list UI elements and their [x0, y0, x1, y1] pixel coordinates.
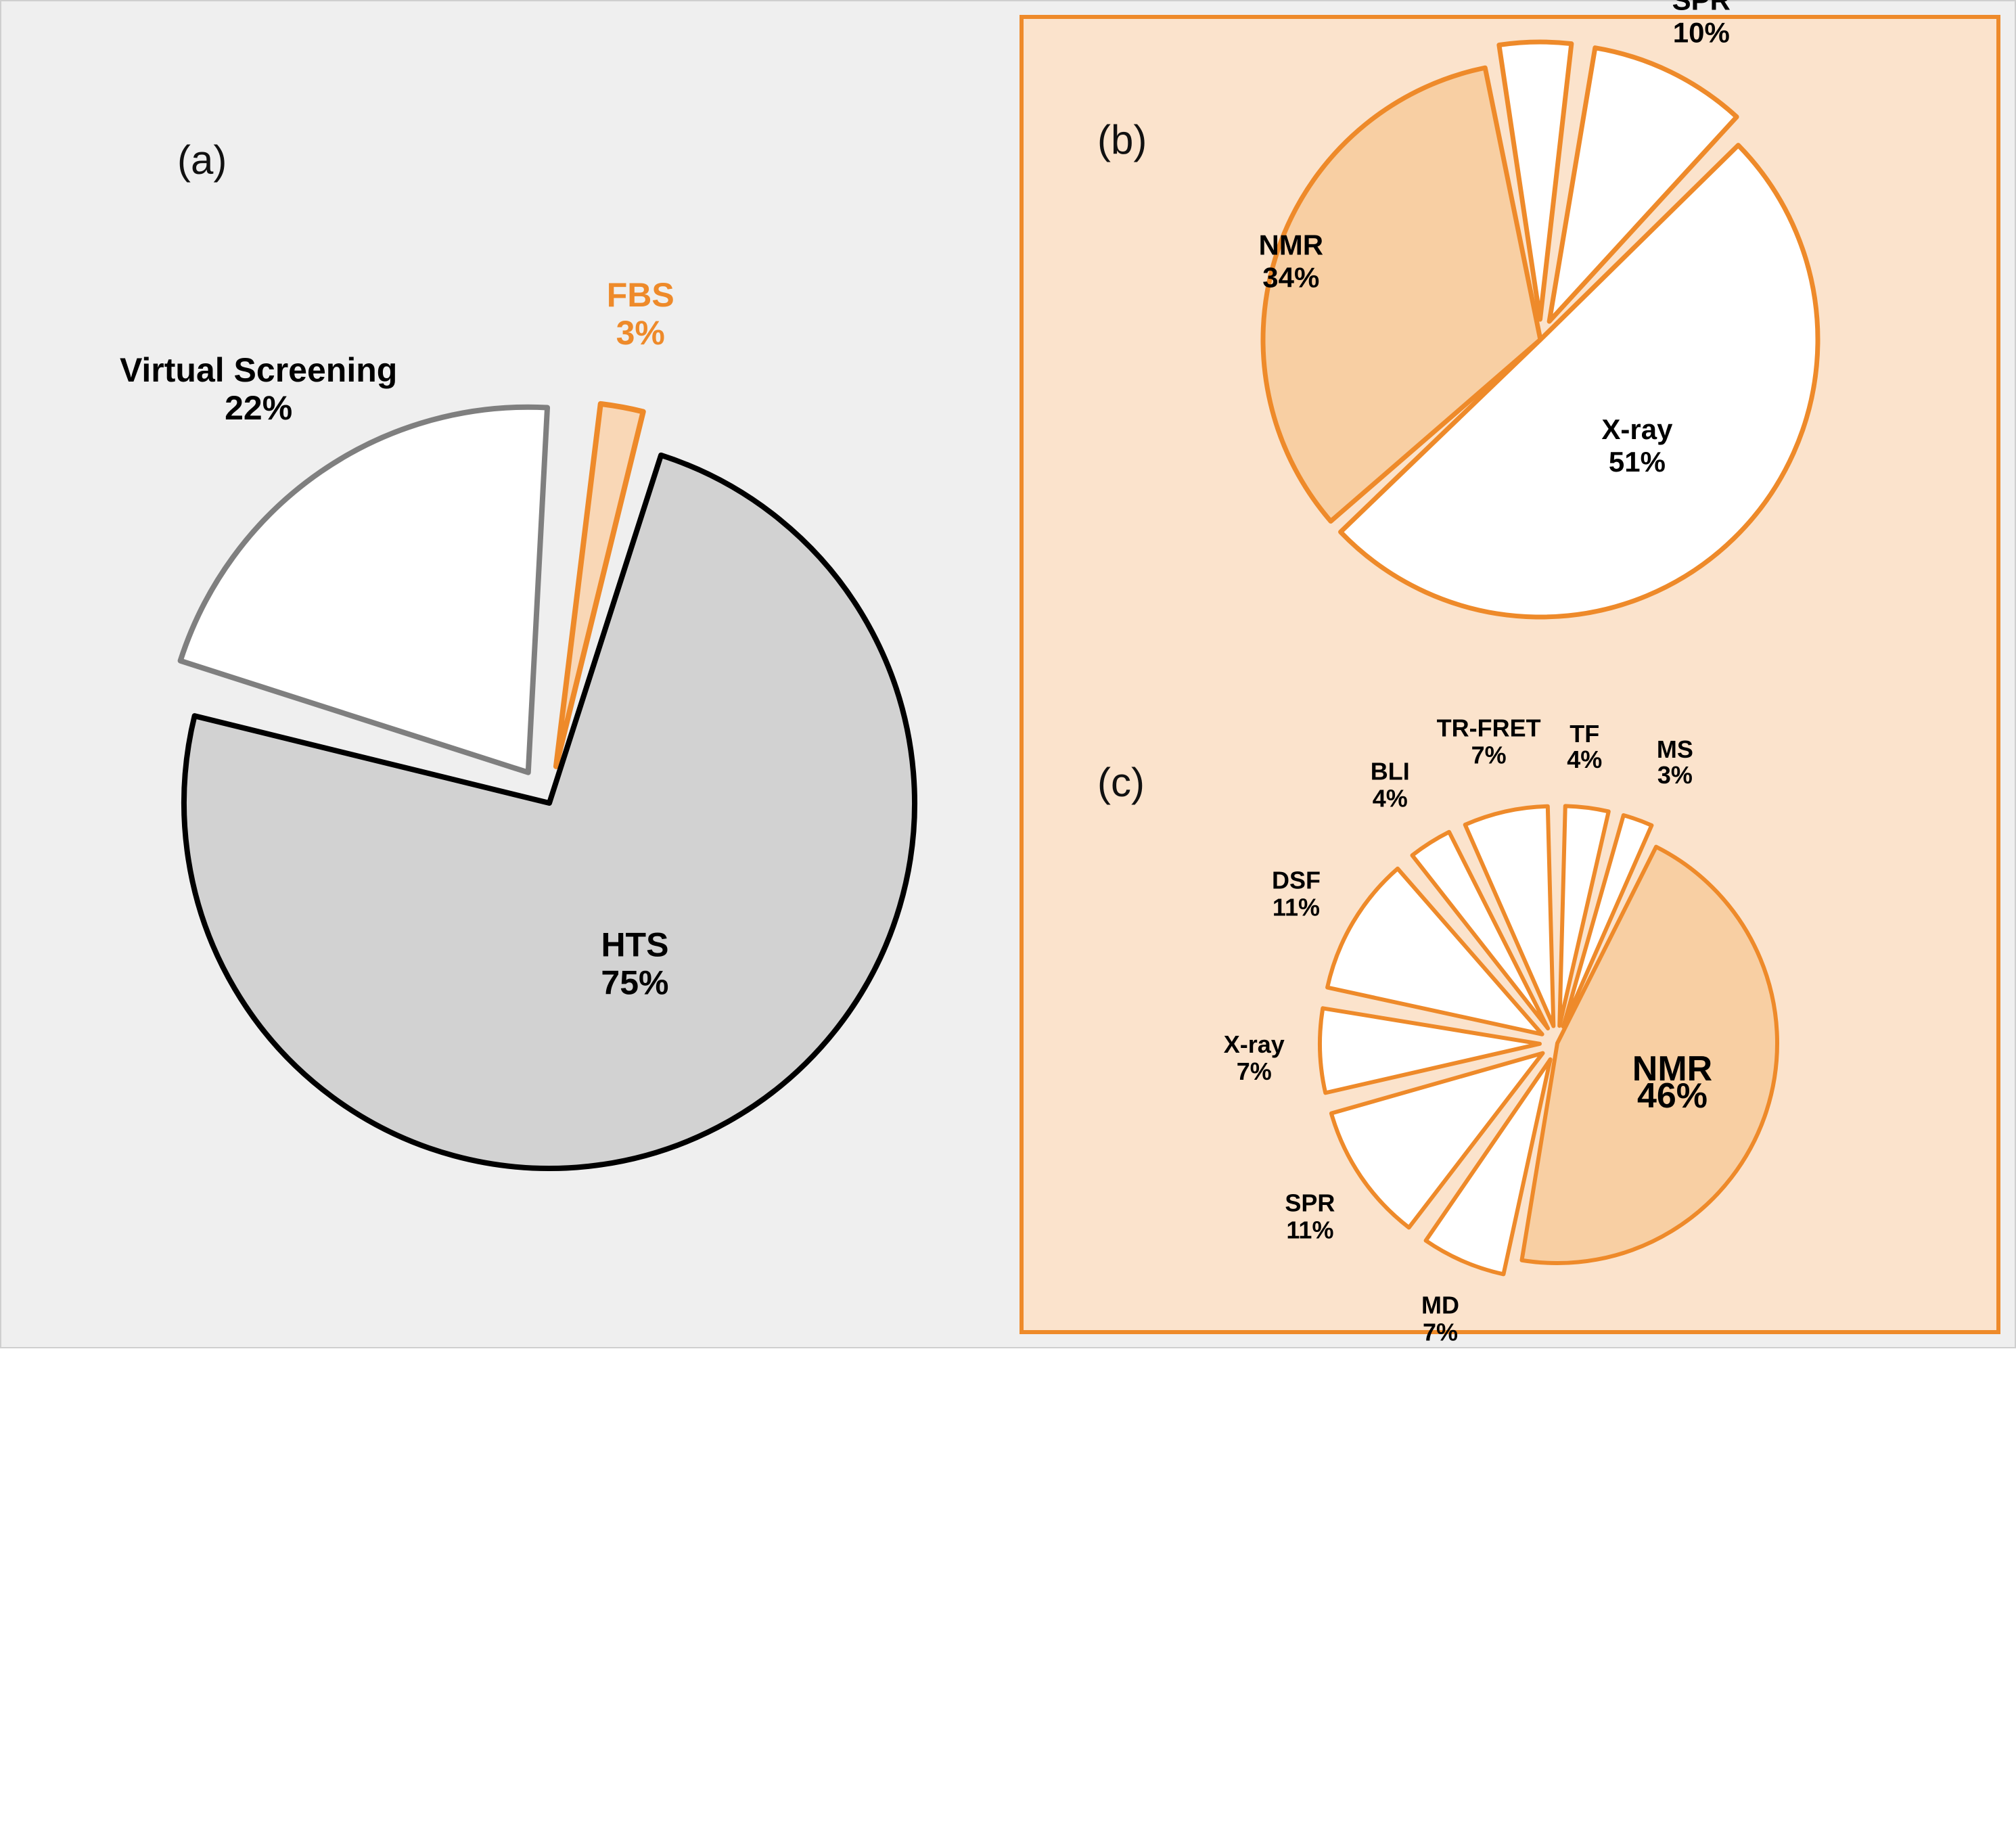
chart-c-label-dsf: DSF11% — [1272, 867, 1321, 921]
chart-b-label-other: Other5% — [1496, 0, 1572, 3]
chart-a-label-virtual-screening: Virtual Screening22% — [120, 351, 397, 427]
chart-c-label-nmr: NMR46% — [1632, 1049, 1712, 1116]
chart-c-pie: TF4% MS3% NMR46% MD7% SPR11% X-ray7% DSF11% BLI… — [942, 428, 2016, 1659]
chart-b-label-spr: SPR10% — [1672, 0, 1731, 48]
chart-c-label-x-ray: X-ray7% — [1224, 1030, 1285, 1085]
chart-c-label-md: MD7% — [1421, 1292, 1459, 1346]
chart-a-slice-virtual-screening — [181, 407, 547, 773]
chart-c-label-ms: MS3% — [1657, 735, 1693, 789]
chart-c-label-spr: SPR11% — [1285, 1189, 1335, 1243]
chart-a-label-fbs: FBS3% — [607, 276, 674, 352]
chart-c-label-tf: TF4% — [1567, 720, 1602, 773]
chart-b-label-nmr: NMR34% — [1258, 229, 1323, 293]
chart-c-label-tr-fret: TR-FRET7% — [1437, 714, 1541, 769]
chart-c-label-bli: BLI4% — [1371, 757, 1410, 812]
figure-canvas: (a) (b) (c) FBS3%HTS75%Virtual Screening… — [0, 0, 2016, 1348]
chart-a-label-hts: HTS75% — [601, 926, 668, 1001]
